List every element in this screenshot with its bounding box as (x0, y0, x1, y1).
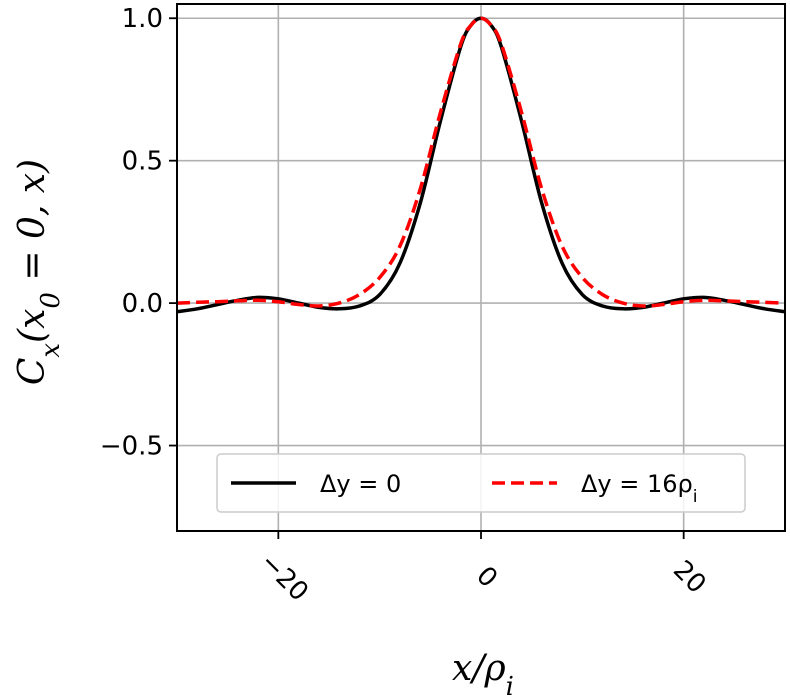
series-lines (176, 16, 786, 314)
y-tick-label: 0.0 (122, 289, 163, 319)
y-axis-label: Cx(x0 = 0, x) (12, 159, 66, 385)
x-axis-label: x/ρi (452, 648, 514, 699)
grid-lines (177, 4, 785, 531)
y-tick-label: 0.5 (122, 147, 163, 177)
x-tick-label: 20 (667, 555, 712, 600)
y-tick-label: 1.0 (122, 4, 163, 34)
x-tick-label: −20 (254, 547, 314, 607)
x-tick-label: 0 (470, 561, 503, 594)
y-tick-label: −0.5 (100, 432, 163, 462)
legend-box (216, 453, 746, 513)
series-line-1 (176, 16, 786, 308)
axis-ticks: −20 0 20 −0.5 0.0 0.5 1.0 (100, 4, 712, 607)
legend-label-series-0: Δy = 0 (320, 470, 401, 498)
legend: Δy = 0 Δy = 16ρi (216, 453, 746, 513)
